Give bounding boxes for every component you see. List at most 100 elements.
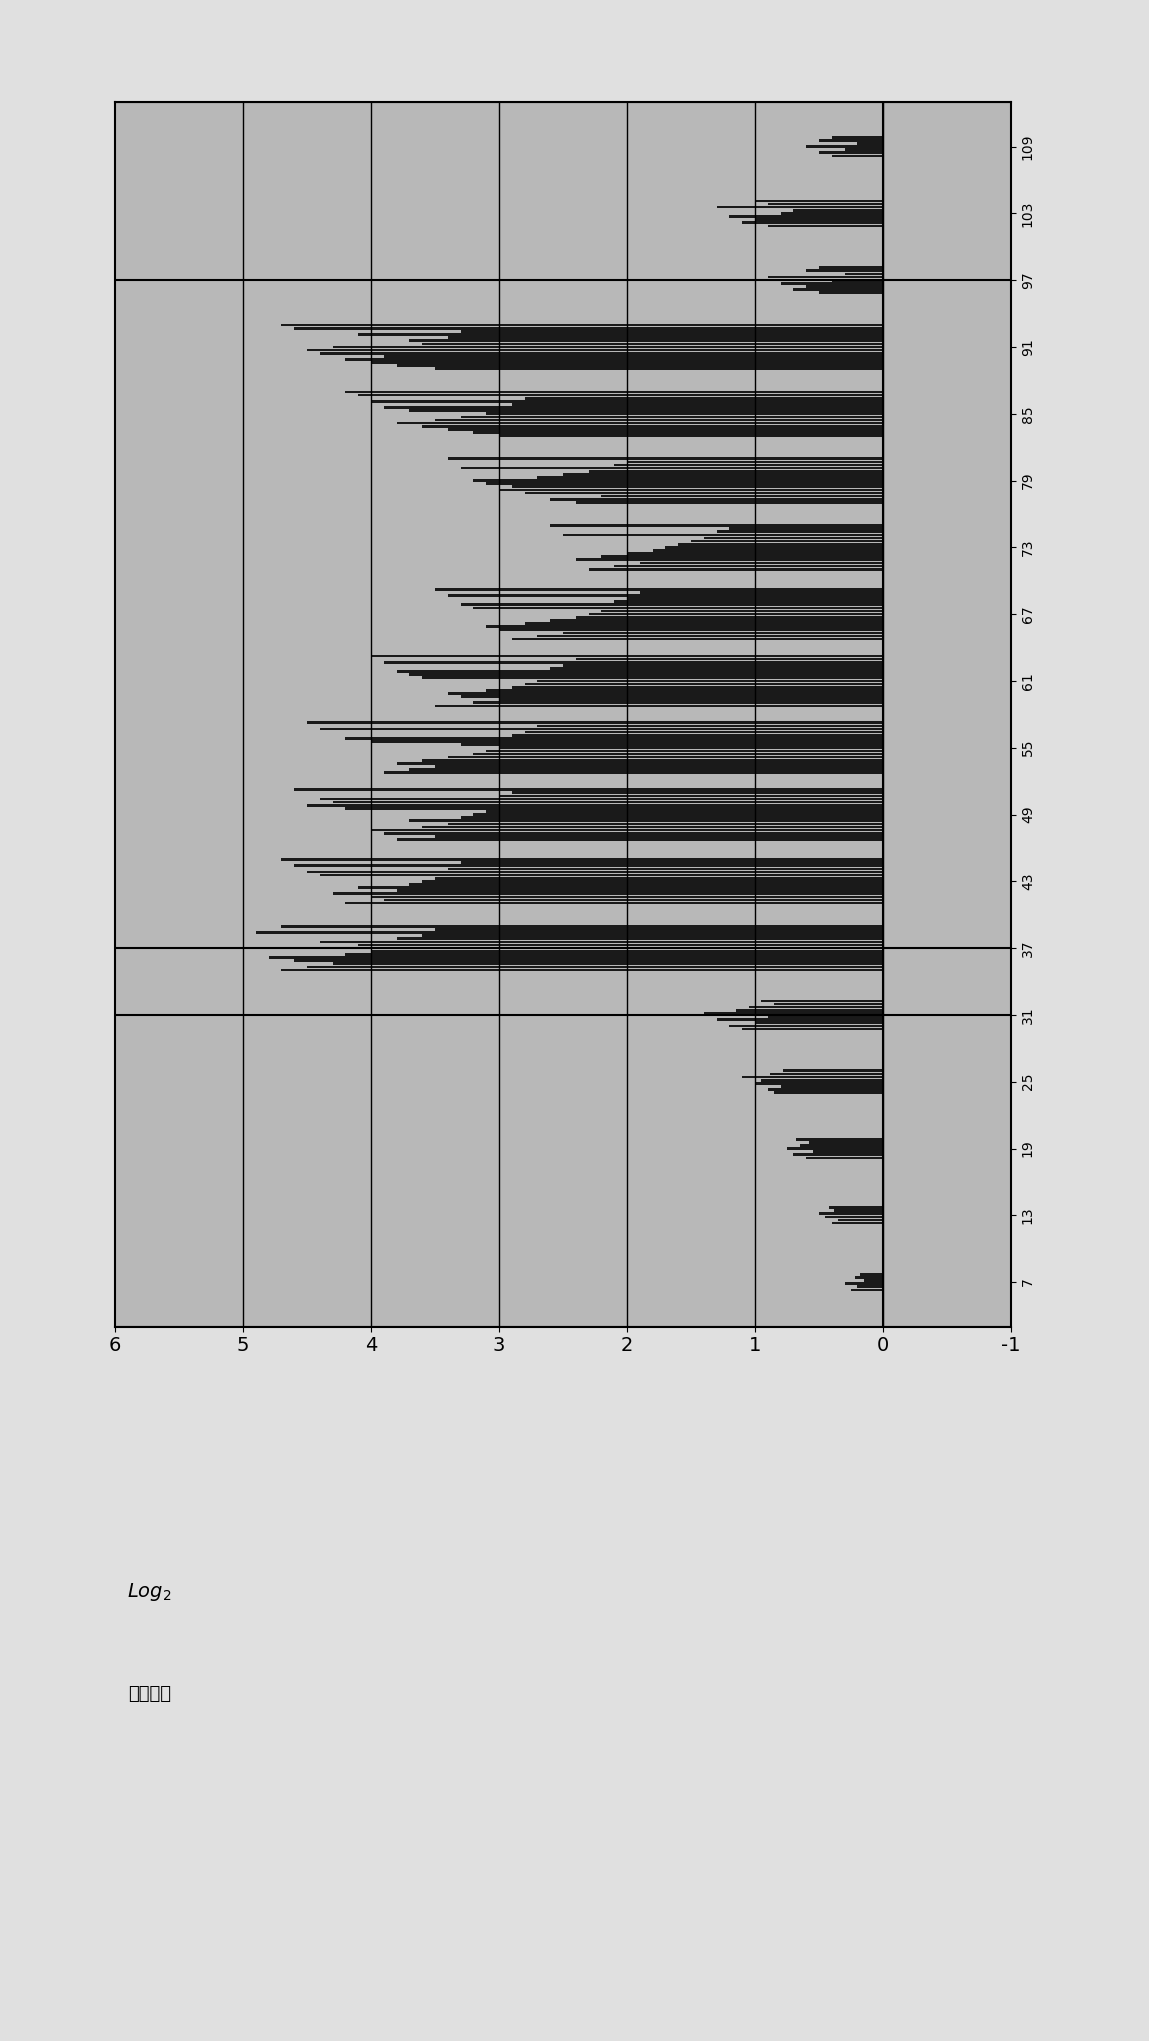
Bar (346, 953, 884, 955)
Bar (371, 741, 884, 743)
Bar (473, 702, 884, 704)
Bar (576, 500, 884, 504)
Bar (499, 698, 884, 700)
Bar (768, 1088, 884, 1090)
Bar (473, 606, 884, 610)
Bar (550, 498, 884, 500)
Bar (435, 929, 884, 931)
Bar (834, 1210, 884, 1212)
Text: Log$_2$: Log$_2$ (128, 1582, 171, 1602)
Bar (538, 725, 884, 727)
Bar (435, 704, 884, 708)
Bar (819, 292, 884, 294)
Bar (461, 743, 884, 745)
Bar (511, 486, 884, 488)
Bar (730, 527, 884, 531)
Bar (787, 1147, 884, 1149)
Bar (807, 269, 884, 271)
Bar (422, 676, 884, 680)
Bar (855, 1276, 884, 1280)
Bar (461, 604, 884, 606)
Bar (784, 1069, 884, 1072)
Bar (538, 476, 884, 480)
Bar (768, 225, 884, 227)
Bar (332, 345, 884, 349)
Bar (486, 482, 884, 486)
Bar (755, 1082, 884, 1084)
Bar (511, 735, 884, 737)
Bar (396, 365, 884, 367)
Bar (819, 1212, 884, 1214)
Bar (832, 155, 884, 157)
Bar (511, 402, 884, 406)
Bar (819, 267, 884, 269)
Bar (448, 457, 884, 459)
Bar (794, 1153, 884, 1155)
Bar (422, 827, 884, 829)
Bar (448, 692, 884, 694)
Bar (768, 202, 884, 206)
Bar (358, 394, 884, 396)
Bar (358, 886, 884, 890)
Bar (256, 931, 884, 935)
Bar (435, 878, 884, 880)
Bar (864, 1280, 884, 1282)
Bar (486, 749, 884, 753)
Bar (358, 943, 884, 947)
Bar (448, 823, 884, 825)
Bar (809, 1141, 884, 1143)
Bar (448, 755, 884, 759)
Bar (332, 800, 884, 804)
Bar (832, 1223, 884, 1225)
Bar (807, 145, 884, 147)
Bar (448, 594, 884, 596)
Bar (832, 280, 884, 282)
Bar (319, 729, 884, 731)
Bar (346, 902, 884, 904)
Bar (742, 1027, 884, 1031)
Bar (796, 1137, 884, 1141)
Bar (563, 631, 884, 635)
Bar (409, 339, 884, 343)
Bar (749, 1006, 884, 1008)
Bar (774, 1092, 884, 1094)
Bar (755, 218, 884, 220)
Bar (384, 833, 884, 835)
Bar (409, 767, 884, 771)
Bar (448, 429, 884, 431)
Bar (851, 1288, 884, 1292)
Bar (371, 361, 884, 363)
Bar (601, 555, 884, 557)
Bar (499, 435, 884, 437)
Bar (422, 935, 884, 937)
Bar (762, 1000, 884, 1002)
Bar (371, 829, 884, 831)
Bar (794, 208, 884, 212)
Bar (800, 1145, 884, 1147)
Bar (615, 463, 884, 465)
Bar (704, 1012, 884, 1014)
Bar (768, 276, 884, 278)
Bar (307, 965, 884, 967)
Bar (384, 406, 884, 408)
Bar (422, 880, 884, 882)
Bar (294, 959, 884, 961)
Bar (409, 410, 884, 412)
Bar (371, 949, 884, 953)
Bar (486, 625, 884, 629)
Bar (499, 488, 884, 492)
Bar (525, 492, 884, 494)
Bar (627, 461, 884, 463)
Bar (307, 872, 884, 874)
Bar (461, 416, 884, 418)
Bar (807, 286, 884, 288)
Bar (371, 896, 884, 898)
Bar (717, 206, 884, 208)
Bar (396, 890, 884, 892)
Bar (486, 690, 884, 692)
Bar (576, 559, 884, 561)
Bar (768, 1014, 884, 1018)
Bar (717, 1018, 884, 1020)
Bar (832, 137, 884, 139)
Bar (678, 543, 884, 545)
